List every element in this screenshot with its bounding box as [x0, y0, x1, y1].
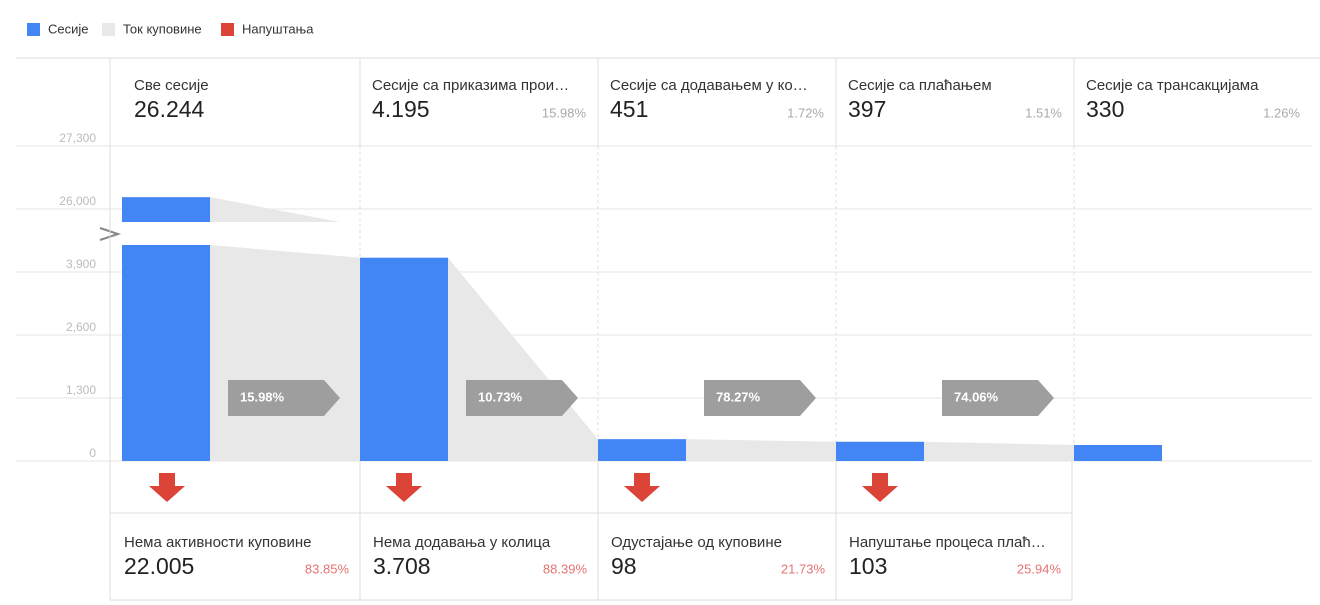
bar — [1074, 445, 1162, 461]
abandon-title: Одустајање од куповине — [611, 534, 782, 551]
abandon-share: 88.39% — [543, 561, 588, 576]
abandon-share: 25.94% — [1017, 561, 1062, 576]
rate-label: 10.73% — [478, 389, 523, 404]
stage-value: 451 — [610, 96, 648, 122]
legend-swatch — [102, 23, 115, 36]
legend-swatch — [221, 23, 234, 36]
stage-value: 397 — [848, 96, 886, 122]
bar — [836, 441, 924, 461]
y-tick-label: 3,900 — [66, 257, 96, 271]
stage-title: Све сесије — [134, 77, 209, 94]
rate-arrow — [228, 380, 340, 416]
stage-value: 4.195 — [372, 96, 430, 122]
stage-title: Сесије са приказима прои… — [372, 77, 569, 94]
abandon-value: 98 — [611, 553, 637, 579]
axis-break — [99, 227, 122, 241]
legend-label: Сесије — [48, 21, 89, 36]
abandon-title: Нема активности куповине — [124, 534, 312, 551]
bar — [122, 245, 210, 461]
stage-share: 1.72% — [787, 105, 824, 120]
stage-value: 330 — [1086, 96, 1124, 122]
abandon-arrow — [862, 473, 898, 502]
bar — [122, 197, 210, 222]
abandon-value: 22.005 — [124, 553, 194, 579]
stage-title: Сесије са плаћањем — [848, 77, 992, 94]
abandon-title: Нема додавања у колица — [373, 534, 551, 551]
abandon-title: Напуштање процеса плаћ… — [849, 534, 1046, 551]
y-tick-label: 26,000 — [59, 194, 96, 208]
y-tick-label: 1,300 — [66, 383, 96, 397]
stage-title: Сесије са трансакцијама — [1086, 77, 1259, 94]
flow-wedge — [210, 197, 340, 222]
rate-arrow — [942, 380, 1054, 416]
stage-value: 26.244 — [134, 96, 205, 122]
rate-label: 78.27% — [716, 389, 761, 404]
abandon-value: 3.708 — [373, 553, 431, 579]
stage-share: 15.98% — [542, 105, 587, 120]
rate-arrow — [704, 380, 816, 416]
flow — [924, 441, 1074, 461]
abandon-share: 83.85% — [305, 561, 350, 576]
flow — [210, 245, 360, 461]
abandon-arrow — [386, 473, 422, 502]
y-tick-label: 2,600 — [66, 320, 96, 334]
abandon-value: 103 — [849, 553, 887, 579]
flow — [686, 439, 836, 461]
y-tick-label: 0 — [89, 446, 96, 460]
rate-arrow — [466, 380, 578, 416]
legend-label: Напуштања — [242, 21, 314, 36]
abandon-share: 21.73% — [781, 561, 826, 576]
flow — [448, 257, 598, 461]
abandon-arrow — [624, 473, 660, 502]
bar — [598, 439, 686, 461]
stage-share: 1.26% — [1263, 105, 1300, 120]
abandon-arrow — [149, 473, 185, 502]
stage-share: 1.51% — [1025, 105, 1062, 120]
y-tick-label: 27,300 — [59, 131, 96, 145]
legend-label: Ток куповине — [123, 21, 202, 36]
rate-label: 74.06% — [954, 389, 999, 404]
bar — [360, 257, 448, 461]
stage-title: Сесије са додавањем у ко… — [610, 77, 808, 94]
legend-swatch — [27, 23, 40, 36]
rate-label: 15.98% — [240, 389, 285, 404]
